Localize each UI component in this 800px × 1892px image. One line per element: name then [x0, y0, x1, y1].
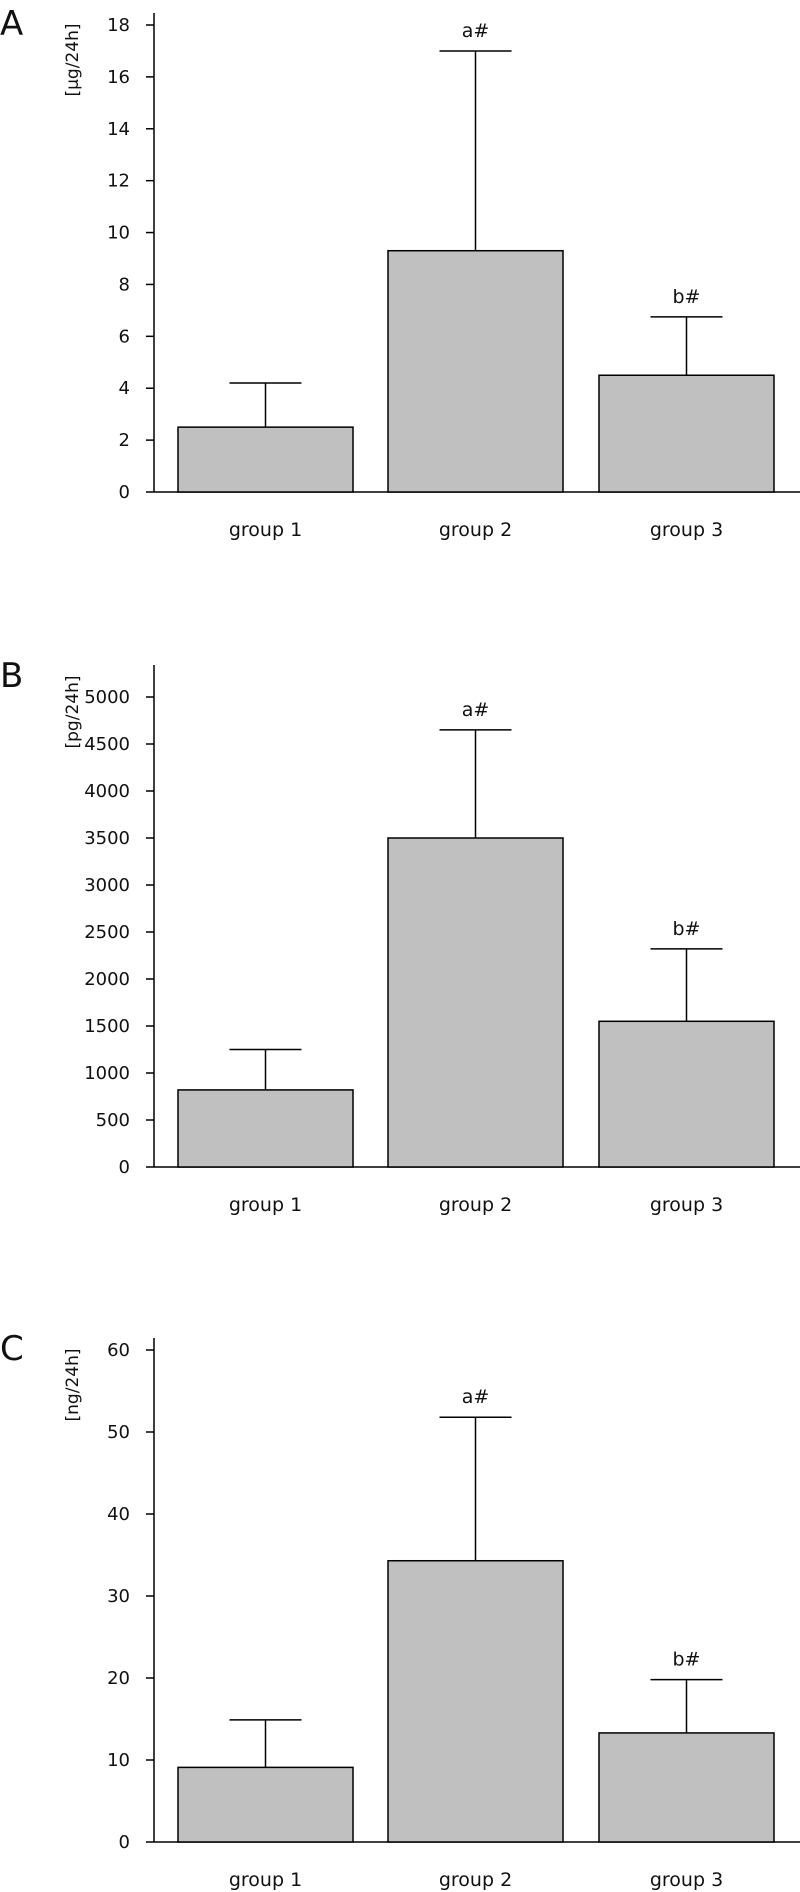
- panel-letter: B: [0, 656, 23, 696]
- y-axis-label: [µg/24h]: [63, 23, 83, 96]
- bar-group-2: [387, 249, 564, 493]
- y-tick-label: 10: [107, 223, 130, 244]
- y-tick-label: 2500: [84, 922, 130, 943]
- x-category-label: group 3: [650, 519, 723, 541]
- y-tick-label: 10: [107, 1750, 130, 1771]
- x-category-label: group 3: [650, 1194, 723, 1216]
- y-tick-label: 0: [119, 1832, 130, 1853]
- bar-group-3: [598, 1020, 775, 1168]
- x-category-label: group 2: [439, 1194, 512, 1216]
- x-category-label: group 2: [439, 1869, 512, 1891]
- y-tick-label: 0: [119, 1157, 130, 1178]
- significance-label: b#: [673, 918, 701, 940]
- y-tick-label: 3500: [84, 828, 130, 849]
- bar-group-1: [177, 1089, 354, 1168]
- panel-letter: C: [0, 1329, 24, 1369]
- x-category-label: group 1: [229, 1869, 302, 1891]
- x-category-label: group 3: [650, 1869, 723, 1891]
- bar-group-3: [598, 1732, 775, 1843]
- significance-label: b#: [673, 286, 701, 308]
- y-tick-label: 40: [107, 1504, 130, 1525]
- significance-label: a#: [462, 20, 490, 42]
- panel-letter: A: [0, 4, 23, 44]
- x-category-label: group 1: [229, 519, 302, 541]
- y-tick-label: 1500: [84, 1016, 130, 1037]
- y-tick-label: 0: [119, 482, 130, 503]
- x-category-label: group 1: [229, 1194, 302, 1216]
- bar-group-1: [177, 426, 354, 493]
- bar-group-3: [598, 374, 775, 493]
- y-tick-label: 2000: [84, 969, 130, 990]
- significance-label: a#: [462, 699, 490, 721]
- bar-group-2: [387, 1559, 564, 1843]
- bar-group-2: [387, 837, 564, 1168]
- y-axis-label: [ng/24h]: [63, 1349, 83, 1422]
- y-tick-label: 3000: [84, 875, 130, 896]
- y-tick-label: 8: [119, 274, 130, 295]
- y-tick-label: 1000: [84, 1063, 130, 1084]
- y-tick-label: 500: [96, 1110, 130, 1131]
- y-tick-label: 4000: [84, 781, 130, 802]
- x-category-label: group 2: [439, 519, 512, 541]
- y-tick-label: 60: [107, 1340, 130, 1361]
- bar-group-1: [177, 1766, 354, 1843]
- y-axis-label: [pg/24h]: [63, 676, 83, 749]
- y-tick-label: 12: [107, 171, 130, 192]
- y-tick-label: 4: [119, 378, 130, 399]
- y-tick-label: 50: [107, 1422, 130, 1443]
- y-tick-label: 4500: [84, 734, 130, 755]
- y-tick-label: 18: [107, 15, 130, 36]
- y-tick-label: 20: [107, 1668, 130, 1689]
- y-tick-label: 6: [119, 326, 130, 347]
- significance-label: a#: [462, 1386, 490, 1408]
- y-tick-label: 5000: [84, 687, 130, 708]
- y-tick-label: 16: [107, 67, 130, 88]
- significance-label: b#: [673, 1649, 701, 1671]
- y-tick-label: 2: [119, 430, 130, 451]
- y-tick-label: 14: [107, 119, 130, 140]
- y-tick-label: 30: [107, 1586, 130, 1607]
